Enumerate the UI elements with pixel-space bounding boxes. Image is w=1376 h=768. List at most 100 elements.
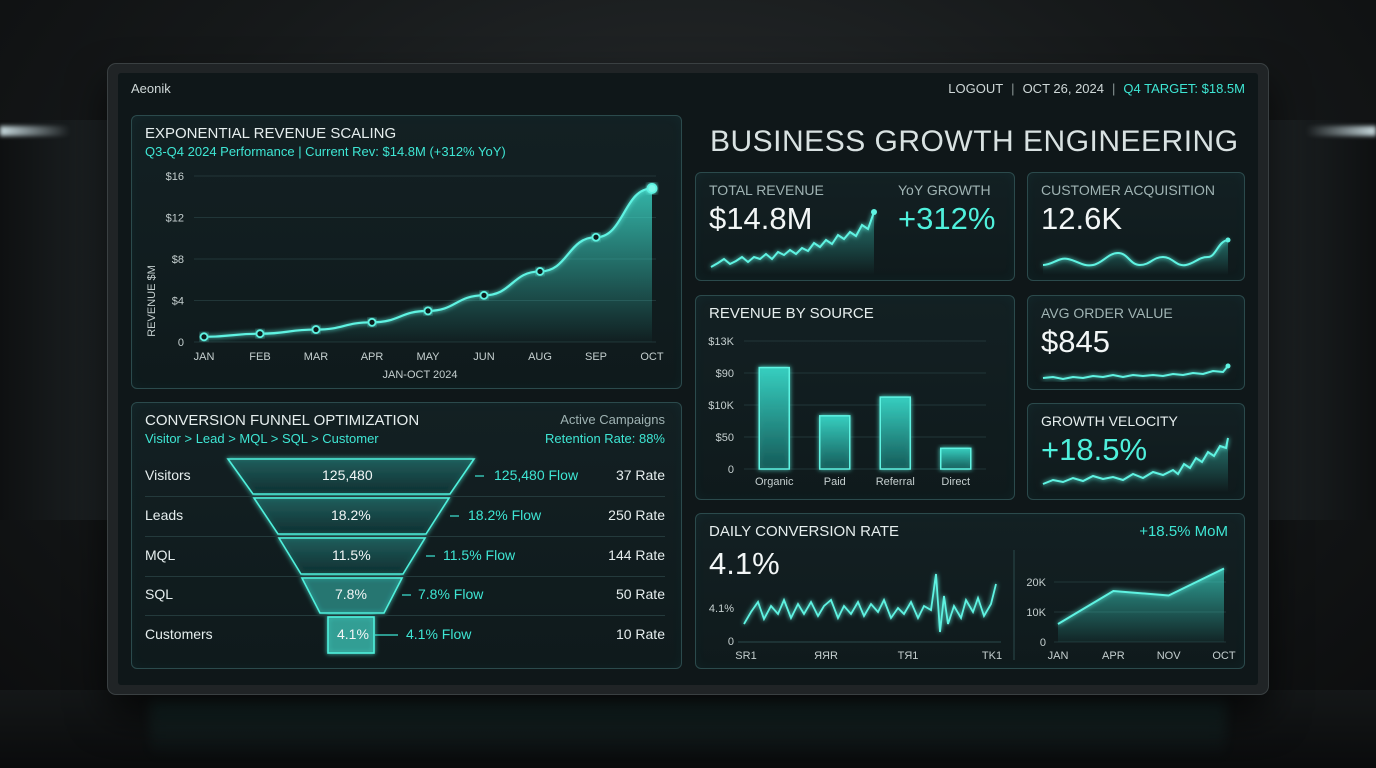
funnel-path: Visitor > Lead > MQL > SQL > Customer [145,431,379,446]
x-tick-label: APR [1102,650,1125,662]
y-tick-label: 0 [1040,637,1046,649]
x-tick-label: AUG [528,351,552,363]
funnel-stage-value: 125,480 [322,467,373,483]
kpi-label: GROWTH VELOCITY [1041,413,1178,429]
monthly-trend-line [1057,567,1225,625]
data-point [311,325,321,334]
x-tick-label: FEB [249,351,270,363]
bar [940,447,972,470]
funnel-row-label: Customers [145,626,213,642]
funnel-stage-leads [252,497,451,535]
kpi-value: +312% [898,201,996,236]
y-tick-label: 10K [1026,607,1046,619]
revenue-by-source-chart: $13K $90 $10K $50 0 Organic Paid Referral Direc… [708,336,986,488]
data-point [367,317,377,327]
y-tick-label: $90 [716,368,734,380]
panel-title: REVENUE BY SOURCE [709,305,874,322]
funnel-row-label: Leads [145,507,184,523]
x-tick-label: SR1 [735,650,756,662]
revenue-line [203,187,653,338]
funnel-stage-mql [277,537,427,575]
dashboard-screen: Aeonik LOGOUT | OCT 26, 2024 | Q4 TARGET: $1… [118,73,1258,685]
x-tick-label: Direct [941,476,970,488]
data-point [255,329,265,339]
data-point [591,232,601,242]
funnel-rate: 144 Rate [608,547,665,563]
kpi-value: 12.6K [1041,201,1123,236]
top-bar: Aeonik LOGOUT | OCT 26, 2024 | Q4 TARGET: $1… [118,73,1258,103]
row-divider [145,496,665,497]
daily-conversion-panel: DAILY CONVERSION RATE +18.5% MoM 4.1% 4.… [695,513,1245,669]
growth-velocity-card: GROWTH VELOCITY +18.5% [1027,403,1245,500]
ceiling-light-right [1306,126,1376,136]
ceiling-light-left [0,126,70,136]
avg-order-value-sparkline [1042,363,1231,381]
funnel-stage-value: 7.8% [335,586,367,602]
page-title: BUSINESS GROWTH ENGINEERING [710,125,1239,158]
x-tick-label: OCT [640,351,664,363]
y-tick-label: $50 [716,432,734,444]
row-divider [145,615,665,616]
retention-rate: Retention Rate: 88% [545,431,665,446]
x-tick-label: MAY [416,351,440,363]
funnel-flow: 4.1% Flow [406,626,472,642]
conversion-funnel-panel: CONVERSION FUNNEL OPTIMIZATION Visitor >… [131,402,682,669]
x-tick-label: ЯЯR [814,650,838,662]
y-tick-label: $4 [172,296,184,308]
y-tick-label: 0 [728,636,734,648]
panel-title: EXPONENTIAL REVENUE SCALING [145,125,397,142]
funnel-stage-sql [300,577,404,614]
data-point [479,290,489,300]
x-tick-label: NOV [1157,650,1182,662]
funnel-graphic [226,458,484,654]
y-tick-label: $12 [166,213,184,225]
monthly-trend-area [1058,568,1224,642]
kpi-label: TOTAL REVENUE [709,182,824,198]
kpi-label: AVG ORDER VALUE [1041,305,1173,321]
x-tick-label: Paid [824,476,846,488]
room-wall-left [0,120,108,520]
funnel-stage-visitors [226,458,476,495]
funnel-row-label: SQL [145,586,174,602]
brand-name: Aeonik [131,81,171,96]
y-tick-label: 0 [728,464,734,476]
funnel-rate: 250 Rate [608,507,665,523]
kpi-value: +18.5% [1041,432,1148,467]
y-tick-label: $16 [166,171,184,183]
data-point [646,183,658,194]
total-revenue-sparkline [710,209,877,275]
data-point [535,267,545,276]
growth-velocity-sparkline [1042,437,1229,492]
x-tick-label: OCT [1212,650,1236,662]
active-campaigns: Active Campaigns [560,412,665,427]
daily-conversion-line [743,573,997,633]
nav-separator: | [1011,81,1015,96]
customer-acquisition-card: CUSTOMER ACQUISITION 12.6K [1027,172,1245,281]
row-divider [145,576,665,577]
revenue-area [204,188,652,342]
x-axis-label: JAN-OCT 2024 [383,369,458,381]
x-tick-label: APR [361,351,384,363]
funnel-stage-customers [327,616,375,654]
y-tick-label: 0 [178,337,184,349]
y-axis-label: REVENUE $M [146,265,158,337]
y-tick-label: $10K [708,400,734,412]
funnel-rate: 50 Rate [615,586,665,602]
monthly-trend-chart: 20K 10K 0 JAN APR NOV OCT [1026,567,1236,662]
x-tick-label: TK1 [982,650,1002,662]
revenue-by-source-panel: REVENUE BY SOURCE $13K $90 $10K $50 0 Organi… [695,295,1015,500]
funnel-row-label: MQL [145,547,176,563]
funnel-flow: 125,480 Flow [494,467,579,483]
funnel-flow: 7.8% Flow [418,586,484,602]
logout-link[interactable]: LOGOUT [948,81,1004,96]
y-tick-label: $13K [708,336,734,348]
funnel-flow: 18.2% Flow [468,507,542,523]
y-tick-label: 4.1% [709,603,734,615]
bar [758,366,790,470]
x-tick-label: Organic [755,476,794,488]
funnel-row-label: Visitors [145,467,191,483]
funnel-stage-value: 4.1% [337,626,369,642]
total-revenue-card: TOTAL REVENUE $14.8M YoY GROWTH +312% [695,172,1015,281]
x-tick-label: JUN [473,351,494,363]
revenue-line-chart: REVENUE $M JAN-OCT 2024 $16 $12 $8 $4 0 JAN F… [146,171,664,381]
